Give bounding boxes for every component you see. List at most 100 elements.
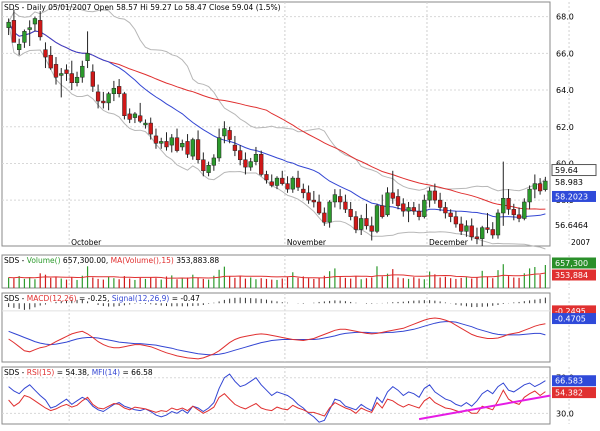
candle-body <box>6 21 11 28</box>
candle-body <box>174 137 180 151</box>
volume-header-volume-label: Volume() <box>27 256 61 265</box>
candle-body <box>522 201 527 219</box>
candle-body <box>138 115 143 122</box>
candle-body <box>516 214 522 219</box>
candle-body <box>74 76 80 83</box>
candle-body <box>406 207 411 212</box>
rsi-panel-frame <box>1 366 551 425</box>
candle-body <box>190 139 195 157</box>
candle-body <box>532 183 537 190</box>
macd-header-separator: = <box>77 294 88 303</box>
upper-band-line <box>8 4 546 192</box>
price-badge-bg <box>551 164 597 177</box>
candle-body <box>495 212 501 236</box>
candle-body <box>80 65 85 78</box>
candle-body <box>164 141 169 148</box>
candle-body <box>90 71 95 87</box>
candle-body <box>301 188 306 194</box>
rsi-badge-text: 66.583 <box>555 377 583 386</box>
candle-body <box>527 188 532 203</box>
candle-body <box>311 199 316 203</box>
rsi-badge-text: 54.382 <box>555 389 583 398</box>
candle-body <box>11 20 17 43</box>
macd-header: SDS - MACD(12,26) = -0.25, Signal(12,26,… <box>4 294 200 303</box>
macd-badge: -0.4705 <box>552 313 596 325</box>
candle-body <box>101 100 106 104</box>
candle-body <box>490 229 495 236</box>
candle-body <box>22 31 27 43</box>
header-open: 58.57 <box>116 3 138 12</box>
volume-badge-bg <box>552 257 596 269</box>
candle-body <box>253 154 259 162</box>
candle-body <box>216 137 222 159</box>
volume-header-separator: , <box>106 256 111 265</box>
candle-body <box>106 93 111 104</box>
volume-header-separator: - <box>19 256 26 265</box>
header-symbol: SDS <box>4 3 20 12</box>
candle-body <box>64 69 69 74</box>
price-tick-label: 68.0 <box>556 13 574 22</box>
header-high-label: Hi <box>140 3 148 12</box>
x-axis-label: October <box>71 238 102 247</box>
header-separator: - <box>19 3 26 12</box>
candle-body <box>227 130 232 140</box>
candle-body <box>459 223 464 232</box>
rsi-line <box>8 389 546 417</box>
macd-header-signal-value: -0.47 <box>180 294 200 303</box>
volume-header-symbol: SDS <box>4 256 20 265</box>
candle-body <box>143 122 148 126</box>
volume-header-ma-value: 353,883.88 <box>176 256 219 265</box>
volume-badge: 353,884 <box>552 269 596 281</box>
volume-badge-text: 353,884 <box>555 271 588 280</box>
candle-body <box>211 157 216 166</box>
rsi-badge: 54.382 <box>552 387 596 399</box>
candle-body <box>17 43 22 50</box>
candle-body <box>416 210 422 217</box>
macd-line <box>8 317 546 360</box>
candle-body <box>432 190 438 201</box>
macd-header-separator: - <box>19 294 26 303</box>
candle-body <box>485 227 490 230</box>
candle-body <box>122 93 127 116</box>
candle-body <box>343 201 348 210</box>
volume-ma-line <box>8 272 546 279</box>
rsi-header-symbol: SDS <box>4 368 20 377</box>
macd-header-macd-value: -0.25 <box>88 294 108 303</box>
macd-header-separator: , <box>107 294 112 303</box>
macd-badge-text: -0.4705 <box>555 315 586 324</box>
candle-body <box>385 192 390 216</box>
candle-body <box>222 128 227 137</box>
candle-body <box>238 150 243 161</box>
x-axis-label: November <box>287 238 327 247</box>
header-close-label: Close <box>209 3 230 12</box>
rsi-tick-label: 30.0 <box>556 409 574 418</box>
candle-body <box>116 86 122 94</box>
price-badge-text: 59.64 <box>555 166 578 175</box>
volume-badge: 657,300 <box>552 257 596 269</box>
candle-body <box>148 122 153 135</box>
candle-body <box>511 209 516 216</box>
price-badge-bg <box>552 176 596 188</box>
candle-body <box>27 27 32 30</box>
x-axis-label: December <box>429 238 469 247</box>
candle-body <box>295 177 301 188</box>
ma-short-line <box>8 21 546 218</box>
macd-header-macd-label: MACD(12,26) <box>27 294 77 303</box>
price-badge: 58.983 <box>552 176 596 188</box>
candle-body <box>280 177 285 184</box>
candle-body <box>395 196 401 206</box>
x-axis-label: 2007 <box>571 238 590 247</box>
candle-body <box>306 192 311 201</box>
candle-body <box>322 212 327 223</box>
header-close: 59.04 <box>232 3 254 12</box>
candle-body <box>285 183 290 190</box>
candle-body <box>53 64 59 78</box>
price-tick-label: 66.0 <box>556 49 574 58</box>
candle-body <box>316 201 322 214</box>
candle-body <box>169 137 174 146</box>
candle-body <box>232 144 238 151</box>
volume-header: SDS - Volume() 657,300.00, MA(Volume(),1… <box>4 256 219 265</box>
candle-body <box>127 113 132 120</box>
candle-body <box>480 227 485 239</box>
